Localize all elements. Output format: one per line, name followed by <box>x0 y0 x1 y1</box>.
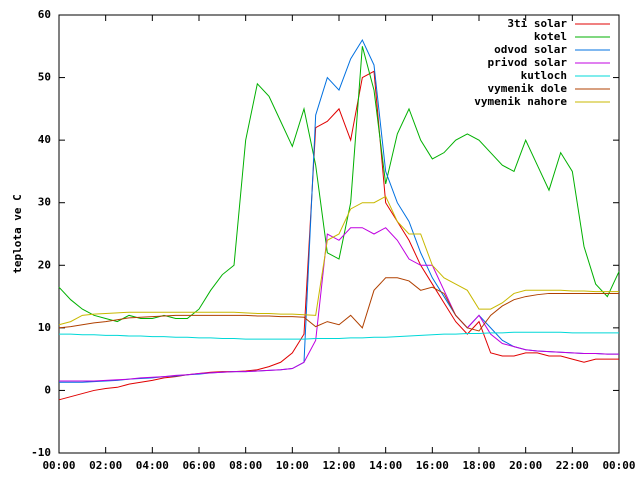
legend-label: odvod solar <box>494 43 567 56</box>
x-tick-label: 18:00 <box>462 459 495 472</box>
series-line <box>58 277 619 332</box>
y-tick-label: 0 <box>44 383 51 396</box>
series-line <box>58 46 620 323</box>
y-tick-label: 40 <box>38 133 51 146</box>
legend-label: kotel <box>534 30 567 43</box>
y-tick-label: 50 <box>38 71 51 84</box>
legend-label: privod solar <box>488 56 568 69</box>
x-tick-label: 22:00 <box>556 459 589 472</box>
x-tick-label: 14:00 <box>369 459 402 472</box>
series-line <box>58 70 619 401</box>
y-axis-label: teplota ve C <box>11 194 24 273</box>
x-tick-label: 12:00 <box>322 459 355 472</box>
y-tick-label: 30 <box>38 196 51 209</box>
x-tick-label: 06:00 <box>182 459 215 472</box>
x-tick-label: 10:00 <box>276 459 309 472</box>
x-tick-label: 00:00 <box>602 459 635 472</box>
x-tick-label: 16:00 <box>416 459 449 472</box>
x-tick-label: 02:00 <box>89 459 122 472</box>
legend-label: 3ti solar <box>507 17 567 30</box>
series-line <box>59 227 619 382</box>
y-tick-label: -10 <box>31 446 51 459</box>
series-line <box>59 331 619 340</box>
y-tick-label: 20 <box>38 258 51 271</box>
legend-label: vymenik dole <box>488 82 568 95</box>
legend-label: kutloch <box>521 69 567 82</box>
legend-label: vymenik nahore <box>474 95 567 108</box>
x-tick-label: 08:00 <box>229 459 262 472</box>
y-tick-label: 60 <box>38 8 51 21</box>
x-tick-label: 00:00 <box>42 459 75 472</box>
series-line <box>58 195 619 326</box>
y-tick-label: 10 <box>38 321 51 334</box>
x-tick-label: 04:00 <box>136 459 169 472</box>
x-tick-label: 20:00 <box>509 459 542 472</box>
